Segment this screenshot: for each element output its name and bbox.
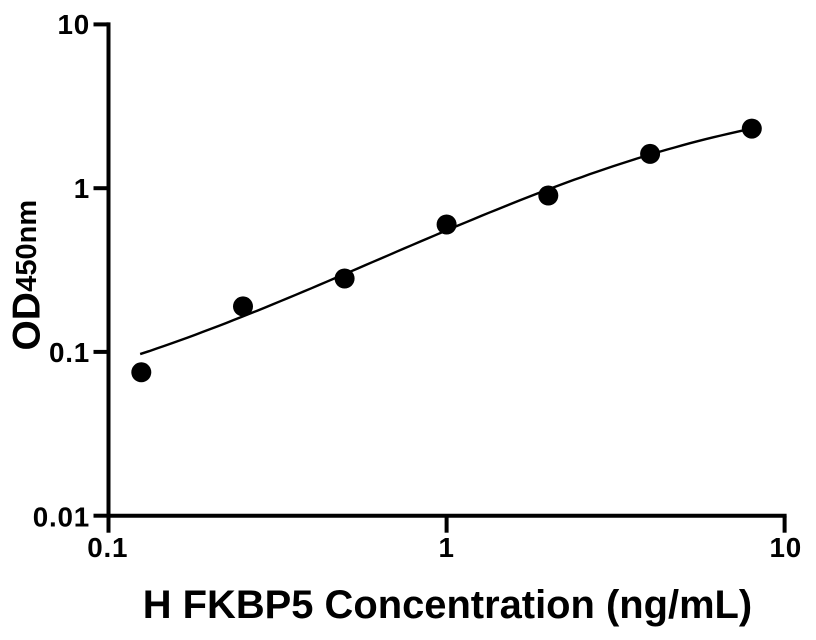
- svg-text:0.01: 0.01: [33, 502, 90, 533]
- svg-text:10: 10: [770, 532, 803, 563]
- svg-text:1: 1: [438, 532, 454, 563]
- svg-text:0.1: 0.1: [49, 337, 90, 368]
- svg-text:OD: OD: [6, 292, 49, 350]
- svg-text:H FKBP5 Concentration (ng/mL): H FKBP5 Concentration (ng/mL): [143, 583, 752, 627]
- svg-text:0.1: 0.1: [87, 532, 128, 563]
- svg-text:1: 1: [74, 173, 90, 204]
- svg-text:450nm: 450nm: [11, 200, 43, 292]
- svg-text:10: 10: [57, 9, 90, 40]
